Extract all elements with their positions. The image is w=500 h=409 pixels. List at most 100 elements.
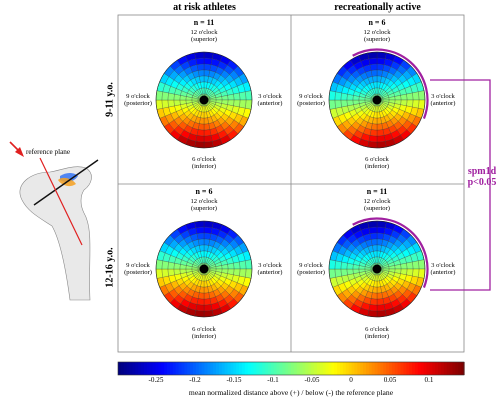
colorbar-swatch xyxy=(400,362,405,375)
disc-cell xyxy=(412,260,420,270)
colorbar-tick: -0.05 xyxy=(304,376,320,384)
disc-cell xyxy=(245,99,253,110)
disc-cell xyxy=(194,141,205,149)
disc-cell xyxy=(371,69,378,77)
colorbar-tick: -0.25 xyxy=(148,376,164,384)
clock-label-superior: 12 o'clock (superior) xyxy=(190,29,218,43)
disc-cell xyxy=(203,57,213,65)
disc-cell xyxy=(245,259,253,270)
colorbar-swatch xyxy=(279,362,283,375)
disc-cell xyxy=(203,220,214,228)
colorbar-swatch xyxy=(438,362,442,375)
colorbar-swatch xyxy=(126,362,131,375)
disc-outline xyxy=(155,51,253,149)
colorbar-swatch xyxy=(172,362,177,375)
disc-cell xyxy=(203,298,212,306)
colorbar-swatch xyxy=(184,362,188,375)
disc-center xyxy=(372,95,382,105)
colorbar-swatch xyxy=(236,362,240,375)
colorbar-swatch xyxy=(195,362,200,375)
colorbar-swatch xyxy=(120,362,125,375)
disc-cell xyxy=(155,268,163,279)
disc-cell xyxy=(376,57,386,65)
colorbar-swatch xyxy=(293,362,298,375)
colorbar-swatch xyxy=(167,362,171,375)
colorbar-swatch xyxy=(414,362,419,375)
significant-region xyxy=(352,48,429,119)
disc-center xyxy=(372,264,382,274)
disc-cell xyxy=(173,268,181,275)
colorbar-swatch xyxy=(285,362,289,375)
colorbar-swatch xyxy=(371,362,376,375)
disc-cell xyxy=(376,298,385,306)
colorbar-tick: -0.2 xyxy=(189,376,201,384)
colorbar-tick: 0 xyxy=(349,376,353,384)
femur-outline xyxy=(19,166,92,301)
clock-label-anterior: 3 o'clock (anterior) xyxy=(257,93,283,107)
colorbar-swatch xyxy=(314,362,318,375)
colorbar-swatch xyxy=(357,362,361,375)
colorbar-swatch xyxy=(417,362,422,375)
colorbar-swatch xyxy=(216,362,220,375)
disc-cell xyxy=(196,63,205,71)
disc-cell xyxy=(376,135,386,143)
colorbar-swatch xyxy=(218,362,223,375)
colorbar-swatch xyxy=(342,362,347,375)
colorbar-swatch xyxy=(201,362,206,375)
colorbar-swatch xyxy=(244,362,249,375)
disc-cell xyxy=(368,226,378,234)
row-header-9-11: 9-11 y.o. xyxy=(104,82,116,117)
colorbar-swatch xyxy=(262,362,266,375)
disc-cell xyxy=(376,292,383,300)
disc-cell xyxy=(194,220,205,228)
disc-cell xyxy=(368,57,378,65)
disc-cell xyxy=(155,99,163,110)
disc-cell xyxy=(418,259,426,270)
colorbar-swatch xyxy=(305,362,309,375)
clock-label-inferior: 6 o'clock (inferior) xyxy=(364,156,390,170)
disc-cell xyxy=(346,99,354,106)
colorbar-swatch xyxy=(334,362,338,375)
colorbar-swatch xyxy=(397,362,402,375)
colorbar-swatch xyxy=(132,362,136,375)
colorbar-swatch xyxy=(256,362,260,375)
colorbar-swatch xyxy=(270,362,275,375)
disc-cell xyxy=(418,90,426,101)
disc-cell xyxy=(412,91,420,101)
disc-cell xyxy=(340,99,348,108)
disc-cell xyxy=(368,135,378,143)
disc-cell xyxy=(412,268,420,278)
colorbar-swatch xyxy=(241,362,246,375)
disc-cell xyxy=(155,259,163,270)
disc-cell xyxy=(203,51,214,59)
disc-cell xyxy=(161,260,169,270)
disc-cell xyxy=(328,268,336,279)
disc-cell xyxy=(203,141,214,149)
disc-cell xyxy=(167,268,175,277)
clock-label-inferior: 6 o'clock (inferior) xyxy=(364,326,390,340)
disc-cell xyxy=(368,304,378,312)
colorbar-swatch xyxy=(250,362,255,375)
clock-label-posterior: 9 o'clock (posterior) xyxy=(124,262,152,276)
colorbar-swatch xyxy=(273,362,278,375)
disc-cell xyxy=(198,238,205,246)
disc-cell xyxy=(203,135,213,143)
clock-label-anterior: 3 o'clock (anterior) xyxy=(257,262,283,276)
colorbar-swatch xyxy=(239,362,243,375)
colorbar-swatch xyxy=(374,362,379,375)
colorbar-swatch xyxy=(391,362,396,375)
disc-cell xyxy=(155,90,163,101)
colorbar-swatch xyxy=(135,362,139,375)
colorbar-swatch xyxy=(224,362,229,375)
disc-cell xyxy=(198,69,205,77)
colorbar-swatch xyxy=(146,362,151,375)
clock-label-superior: 12 o'clock (superior) xyxy=(190,198,218,212)
colorbar-swatch xyxy=(265,362,269,375)
disc-cell xyxy=(239,99,247,109)
disc-cell xyxy=(245,268,253,279)
colorbar-swatch xyxy=(169,362,174,375)
colorbar-swatch xyxy=(143,362,148,375)
colorbar-swatch xyxy=(452,362,456,375)
colorbar-swatch xyxy=(198,362,203,375)
